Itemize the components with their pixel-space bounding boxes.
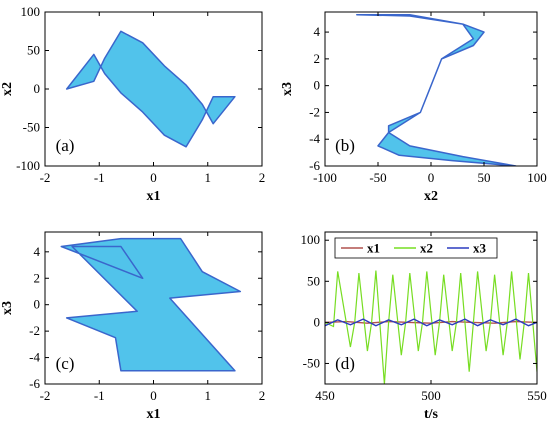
panel-a: -2 -1 0 1 2 -100 -50 0 50 100 x1 x2 (a) [0, 4, 265, 204]
y-tick-label: 0 [314, 78, 321, 93]
y-axis-label: x3 [280, 82, 295, 96]
y-tick-label: 100 [21, 4, 41, 19]
trajectory-b [356, 13, 517, 166]
y-tick-label: 0 [34, 297, 41, 312]
y-tick-label: 4 [34, 244, 41, 259]
x-tick-label: -1 [94, 170, 105, 185]
legend-label-x2: x2 [420, 241, 433, 256]
x-tick-label: 100 [527, 170, 547, 185]
y-tick-label: -50 [23, 120, 40, 135]
x-axis-label: x1 [147, 407, 161, 422]
x-tick-label: -100 [313, 170, 337, 185]
panel-letter: (a) [56, 136, 75, 155]
panel-letter-bg [330, 132, 360, 158]
panel-letter: (b) [335, 136, 355, 155]
x-tick-label: 2 [259, 170, 266, 185]
x-tick-label: 2 [259, 388, 266, 403]
y-tick-label: -2 [29, 323, 40, 338]
trajectory-a [65, 30, 236, 148]
legend-label-x3: x3 [473, 241, 487, 256]
y-tick-label: -2 [309, 104, 320, 119]
y-tick-label: -4 [29, 350, 40, 365]
panel-b: -100 -50 0 50 100 -6 -4 -2 0 2 4 x2 x3 (b) [280, 11, 547, 204]
panel-letter: (d) [335, 354, 355, 373]
y-tick-label: 50 [307, 273, 320, 288]
y-tick-label: 4 [314, 24, 321, 39]
plot-area [325, 270, 537, 384]
x-tick-label: 50 [478, 170, 491, 185]
x-tick-label: -2 [40, 170, 51, 185]
panel-letter-bg [330, 350, 360, 376]
panel-letter-bg [50, 350, 80, 376]
legend-label-x1: x1 [367, 241, 380, 256]
trajectory-c [60, 237, 242, 372]
panel-letter-bg [50, 132, 80, 158]
y-tick-label: 100 [301, 232, 321, 247]
x-tick-label: 0 [428, 170, 435, 185]
x-tick-label: 450 [315, 388, 335, 403]
y-tick-label: -6 [309, 158, 320, 173]
x-tick-label: 1 [205, 170, 212, 185]
x-axis-label: t/s [424, 407, 439, 422]
x-tick-label: 1 [205, 388, 212, 403]
x-tick-label: 0 [150, 170, 157, 185]
y-tick-label: -6 [29, 376, 40, 391]
x-tick-label: 0 [150, 388, 157, 403]
y-tick-label: 0 [34, 81, 41, 96]
y-tick-label: 50 [27, 43, 40, 58]
x-tick-label: -1 [94, 388, 105, 403]
y-axis-label: x3 [0, 301, 15, 315]
y-tick-label: -50 [303, 355, 320, 370]
panel-letter: (c) [56, 354, 75, 373]
y-axis-label: x2 [0, 82, 15, 96]
y-tick-label: -4 [309, 131, 320, 146]
plot-area [65, 30, 236, 148]
y-tick-label: -100 [16, 158, 40, 173]
panel-d: 450 500 550 -50 0 50 100 t/s (d) x1 x2 x3 [301, 231, 547, 422]
x-tick-label: -50 [369, 170, 386, 185]
series-x2-line [325, 270, 537, 384]
plot-area [60, 237, 242, 372]
series-x3-line [325, 318, 537, 327]
x-tick-label: 550 [527, 388, 547, 403]
legend: x1 x2 x3 [334, 237, 498, 259]
y-tick-label: 2 [34, 270, 41, 285]
x-axis-label: x2 [424, 189, 438, 204]
x-tick-label: 500 [421, 388, 441, 403]
x-tick-label: -2 [40, 388, 51, 403]
y-tick-label: 0 [314, 314, 321, 329]
plot-area [356, 13, 517, 166]
y-tick-label: 2 [314, 51, 321, 66]
panel-c: -2 -1 0 1 2 -6 -4 -2 0 2 4 x1 x3 (c) [0, 231, 266, 422]
x-axis-label: x1 [147, 189, 161, 204]
